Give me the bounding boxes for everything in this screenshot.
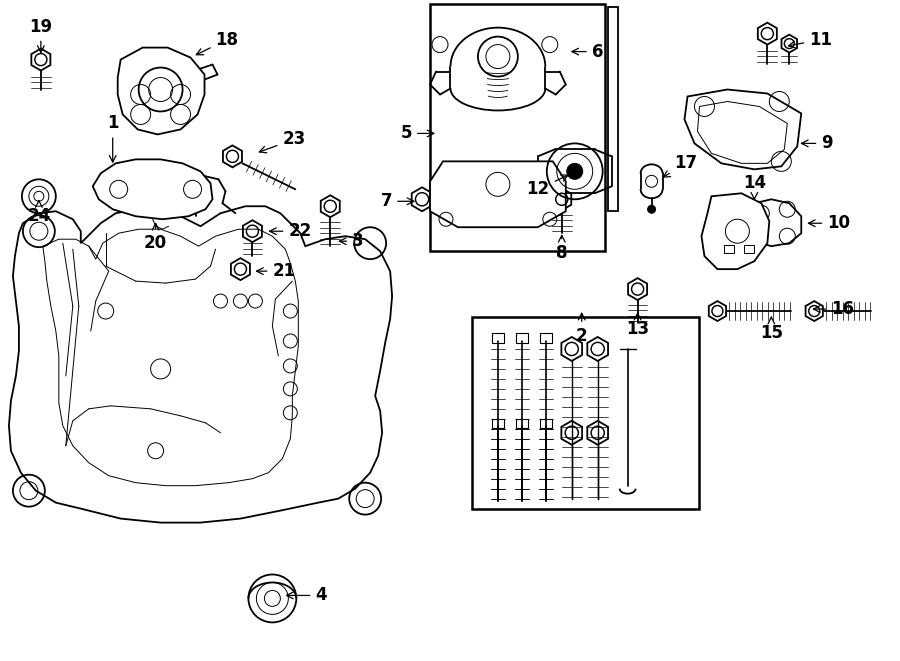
- Text: 8: 8: [556, 235, 568, 262]
- Text: 16: 16: [814, 300, 854, 318]
- Bar: [430, 4, 605, 251]
- Bar: [608, 7, 617, 212]
- Bar: [492, 419, 504, 428]
- Bar: [516, 333, 527, 343]
- Text: 11: 11: [788, 30, 832, 49]
- Text: 14: 14: [742, 175, 766, 199]
- Text: 2: 2: [576, 313, 588, 345]
- Text: 6: 6: [572, 42, 603, 61]
- Polygon shape: [747, 199, 801, 246]
- Text: 18: 18: [196, 30, 238, 55]
- Text: 7: 7: [381, 192, 414, 210]
- Text: 1: 1: [107, 114, 119, 162]
- Text: 20: 20: [144, 223, 167, 253]
- Text: 21: 21: [256, 262, 295, 280]
- Polygon shape: [685, 89, 801, 169]
- Polygon shape: [430, 161, 566, 227]
- Polygon shape: [701, 193, 770, 269]
- Polygon shape: [9, 206, 392, 523]
- Polygon shape: [93, 159, 212, 219]
- Text: 24: 24: [27, 201, 50, 225]
- Circle shape: [648, 206, 655, 214]
- Text: 19: 19: [30, 18, 52, 52]
- Bar: [540, 419, 552, 428]
- Text: 13: 13: [626, 313, 649, 338]
- Text: 10: 10: [808, 214, 850, 232]
- Polygon shape: [118, 48, 204, 134]
- Text: 23: 23: [259, 130, 306, 153]
- Bar: [492, 333, 504, 343]
- Text: 12: 12: [526, 175, 568, 198]
- Circle shape: [567, 163, 582, 179]
- Text: 9: 9: [801, 134, 832, 153]
- Text: 4: 4: [286, 586, 327, 604]
- Text: 5: 5: [400, 124, 434, 142]
- Text: 22: 22: [270, 222, 311, 240]
- Bar: [724, 245, 734, 253]
- Bar: [744, 245, 754, 253]
- Text: 17: 17: [663, 155, 698, 177]
- Text: 3: 3: [339, 232, 364, 250]
- Text: 15: 15: [760, 317, 783, 342]
- Bar: [472, 317, 699, 508]
- Bar: [540, 333, 552, 343]
- Bar: [516, 419, 527, 428]
